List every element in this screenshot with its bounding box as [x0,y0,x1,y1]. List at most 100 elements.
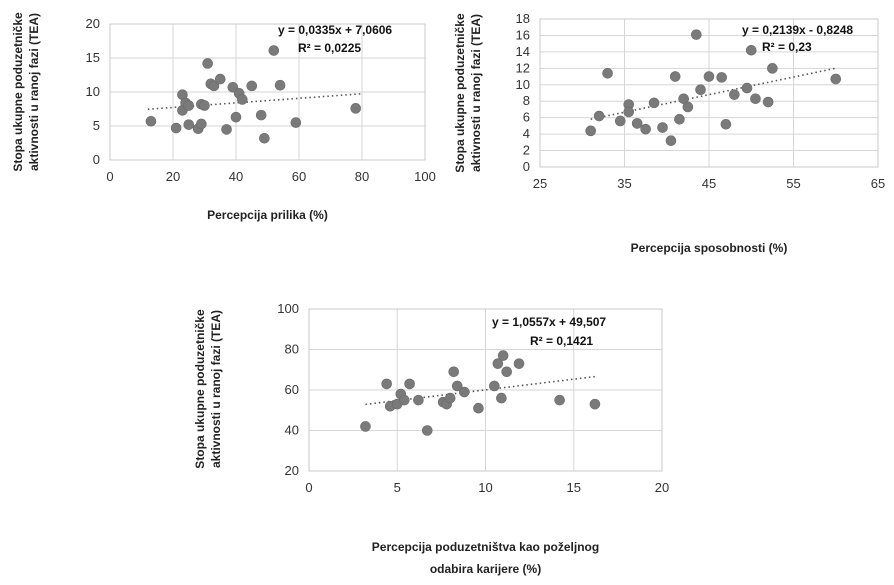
data-point [451,380,463,392]
data-point [473,402,484,414]
data-point [199,100,210,111]
y-axis-title: aktivnosti u ranoj fazi (TEA) [209,310,223,468]
x-tick-label: 100 [414,169,436,184]
y-axis-title: aktivnosti u ranoj fazi (TEA) [469,14,483,172]
data-point [593,110,605,122]
data-point [360,421,371,432]
data-point [259,132,270,144]
y-tick-label: 20 [86,16,100,31]
y-tick-label: 10 [516,77,530,92]
data-point [648,97,660,109]
data-point [496,392,507,404]
x-tick-label: 80 [355,169,369,184]
x-tick-label: 10 [478,480,492,495]
data-point [421,425,433,436]
y-tick-label: 4 [523,126,530,141]
plot-area-frame [308,308,663,472]
y-tick-label: 15 [86,50,100,65]
scatter-chart-3: 20 40 60 80 100 0 5 10 15 20 y = 1,0557x + 49,507 R… [193,301,669,576]
x-axis-title: Percepcija prilika (%) [207,208,328,222]
plot-area-frame [539,18,879,168]
y-tick-label: 18 [516,11,530,26]
data-point [492,358,504,369]
data-point [665,135,677,146]
data-point [497,350,509,361]
y-tick-label: 12 [516,60,530,75]
x-axis-title: Percepcija poduzetništva kao poželjnog [372,540,599,554]
data-point [678,93,689,105]
data-point [413,394,424,406]
data-point [830,73,842,85]
data-point [623,106,635,118]
data-point [274,79,286,91]
data-point [448,366,460,378]
data-point [501,366,512,378]
x-tick-label: 20 [655,480,669,495]
data-point [459,386,470,398]
data-point [145,115,157,127]
data-point [208,80,220,92]
data-point [183,100,195,111]
data-point [602,67,613,79]
data-point [350,103,362,114]
data-point [202,58,213,69]
data-point [640,123,651,135]
scatter-chart-1: 0 5 10 15 20 0 20 40 60 80 100 y = 0,0335x + 7,0606… [11,12,436,222]
plot-area-frame [109,23,426,161]
y-tick-label: 20 [285,463,299,478]
y-tick-label: 60 [285,382,299,397]
data-point [762,96,774,108]
x-tick-label: 60 [292,169,306,184]
x-tick-label: 65 [871,176,885,191]
data-point [589,398,601,410]
data-point [399,394,410,406]
x-tick-label: 35 [617,176,631,191]
data-point [404,378,415,390]
data-point [489,380,500,392]
y-tick-label: 80 [285,342,299,357]
x-axis-title: odabira karijere (%) [430,562,541,576]
y-tick-label: 6 [523,110,530,125]
data-point [741,82,753,94]
y-tick-label: 10 [86,84,100,99]
r-squared-label: R² = 0,1421 [530,334,593,348]
data-point [767,63,778,74]
data-point [750,93,761,105]
y-tick-label: 8 [523,93,530,108]
y-tick-label: 16 [516,27,530,42]
y-tick-label: 14 [516,44,530,59]
data-point [554,394,565,406]
trend-equation: y = 0,2139x - 0,8248 [742,23,853,37]
data-point [614,115,626,127]
trend-equation: y = 0,0335x + 7,0606 [278,23,392,37]
y-axis-title: Stopa ukupne poduzetničke [453,13,467,173]
x-tick-label: 40 [229,169,243,184]
data-point [669,71,681,82]
x-tick-label: 15 [567,480,581,495]
data-point [720,118,732,130]
y-tick-label: 0 [93,152,100,167]
data-point [695,84,706,96]
data-point [196,118,207,130]
data-point [657,122,668,133]
y-tick-label: 2 [523,143,530,158]
r-squared-label: R² = 0,0225 [298,41,361,55]
data-point [230,111,242,123]
x-tick-label: 45 [702,176,716,191]
x-tick-label: 0 [305,480,312,495]
data-point [674,114,685,125]
data-point [170,122,182,134]
data-point [255,109,267,121]
trend-equation: y = 1,0557x + 49,507 [492,315,606,329]
x-tick-label: 20 [166,169,180,184]
y-tick-label: 100 [277,301,299,316]
r-squared-label: R² = 0,23 [762,40,812,54]
data-point [183,119,195,130]
y-tick-label: 40 [285,423,299,438]
data-point [237,94,248,105]
data-point [585,125,597,137]
x-tick-label: 5 [394,480,401,495]
data-point [290,117,302,128]
